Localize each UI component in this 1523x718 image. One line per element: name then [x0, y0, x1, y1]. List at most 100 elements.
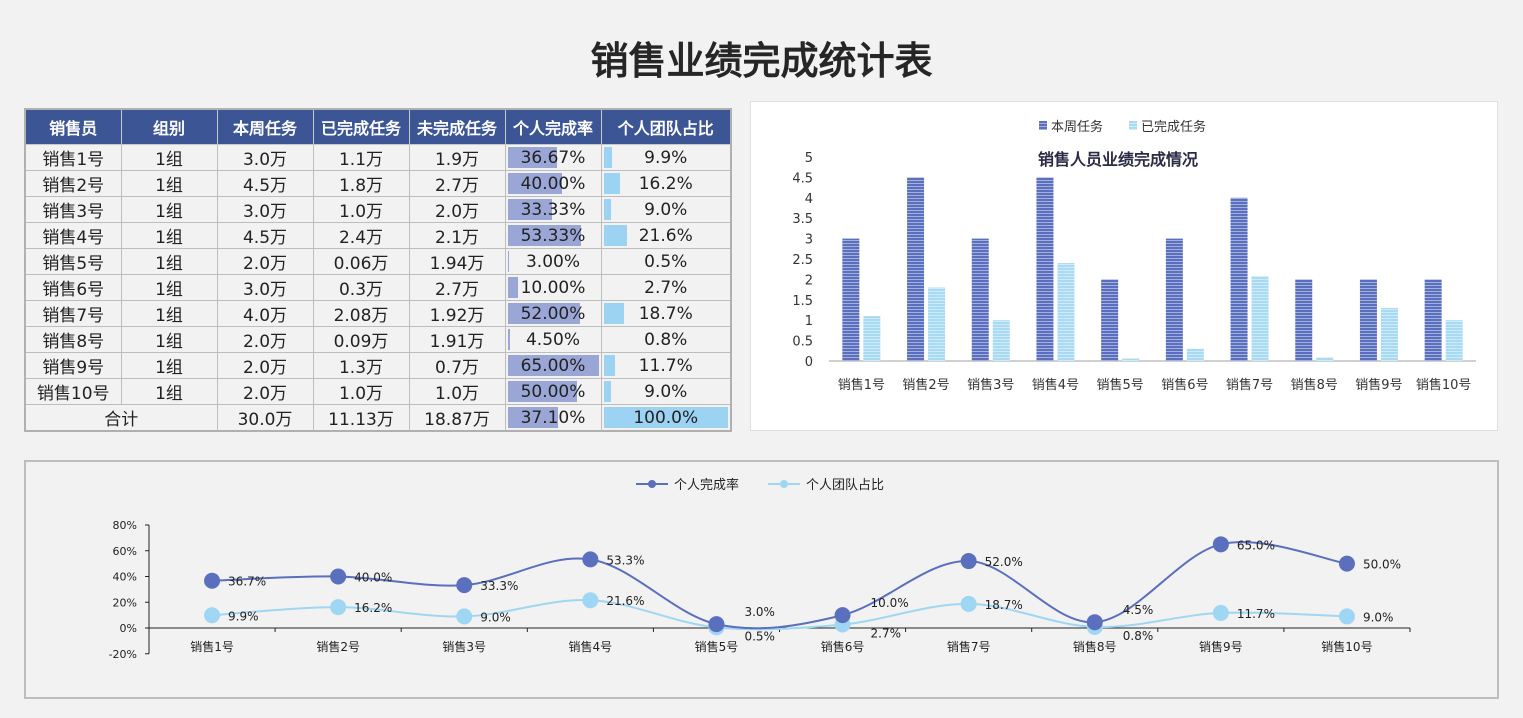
x-tick-label: 销售5号	[695, 639, 739, 654]
x-tick-label: 销售3号	[967, 377, 1014, 393]
cell-value: 100.0%	[633, 407, 699, 428]
table-cell: 18.87万	[408, 404, 506, 432]
page-title: 销售业绩完成统计表	[590, 39, 933, 83]
cell-value: 52.00%	[520, 303, 586, 324]
table-cell: 1.0万	[312, 378, 410, 405]
legend-label: 本周任务	[1051, 119, 1103, 135]
table-cell: 100.0%	[600, 404, 732, 432]
column-header: 个人团队占比	[600, 108, 732, 145]
cell-value: 2.0万	[242, 358, 288, 378]
bar-weekly-task	[1359, 279, 1377, 361]
share-data-bar	[603, 355, 615, 376]
data-label: 9.0%	[480, 610, 511, 624]
cell-value: 9.0%	[644, 199, 688, 220]
table-cell: 1.1万	[312, 144, 410, 171]
y-tick-label: 40%	[113, 571, 137, 584]
table-cell: 4.0万	[216, 300, 314, 327]
y-tick-label: 80%	[113, 519, 137, 532]
bar-completed	[1186, 348, 1204, 361]
column-header: 个人完成率	[504, 108, 602, 145]
data-label: 36.7%	[228, 575, 266, 589]
cell-value: 销售3号	[42, 202, 105, 222]
bar-weekly-task	[1101, 279, 1119, 361]
y-tick-label: 5	[805, 151, 813, 166]
table-cell: 3.00%	[504, 248, 602, 275]
legend-swatch	[1039, 121, 1047, 130]
cell-value: 0.7万	[434, 358, 480, 378]
x-tick-label: 销售2号	[902, 377, 949, 393]
x-tick-label: 销售6号	[821, 639, 865, 654]
table-cell: 2.0万	[216, 326, 314, 353]
cell-value: 9.9%	[644, 147, 688, 168]
cell-value: 1组	[155, 280, 183, 300]
table-row: 销售1号 1组 3.0万 1.1万 1.9万 36.67% 9.9%	[24, 144, 732, 171]
data-point	[708, 616, 725, 633]
table-row: 销售10号 1组 2.0万 1.0万 1.0万 50.00% 9.0%	[24, 378, 732, 405]
table-cell: 4.5万	[216, 222, 314, 249]
table-cell: 1.9万	[408, 144, 506, 171]
bar-weekly-task	[1424, 279, 1442, 361]
cell-value: 0.06万	[333, 254, 389, 274]
rate-data-bar	[507, 381, 577, 402]
y-tick-label: 4	[805, 192, 813, 207]
share-data-bar	[603, 147, 613, 168]
x-tick-label: 销售8号	[1073, 639, 1117, 654]
data-label: 18.7%	[985, 598, 1023, 612]
table-cell: 1组	[120, 170, 218, 197]
cell-value: 1组	[155, 384, 183, 404]
table-cell: 2.08万	[312, 300, 410, 327]
cell-value: 2.0万	[242, 384, 288, 404]
cell-value: 0.3万	[338, 280, 384, 300]
table-cell: 0.8%	[600, 326, 732, 353]
data-point	[1338, 555, 1355, 572]
column-header: 已完成任务	[312, 108, 410, 145]
table-cell: 11.7%	[600, 352, 732, 379]
data-point	[582, 551, 599, 568]
cell-value: 0.5%	[644, 251, 688, 272]
legend-label: 已完成任务	[1141, 119, 1206, 135]
table-row: 销售6号 1组 3.0万 0.3万 2.7万 10.00% 2.7%	[24, 274, 732, 301]
table-cell: 1组	[120, 222, 218, 249]
table-cell: 21.6%	[600, 222, 732, 249]
y-tick-label: -20%	[109, 648, 137, 661]
table-cell: 9.9%	[600, 144, 732, 171]
table-row: 销售3号 1组 3.0万 1.0万 2.0万 33.33% 9.0%	[24, 196, 732, 223]
table-cell: 36.67%	[504, 144, 602, 171]
cell-value: 1组	[155, 150, 183, 170]
table-cell: 1组	[120, 326, 218, 353]
cell-value: 2.0万	[434, 202, 480, 222]
cell-value: 2.0万	[242, 332, 288, 352]
cell-value: 3.0万	[242, 202, 288, 222]
cell-value: 1组	[155, 332, 183, 352]
table-cell: 销售1号	[24, 144, 122, 171]
cell-value: 37.10%	[520, 407, 586, 428]
cell-value: 3.0万	[242, 280, 288, 300]
cell-value: 50.00%	[520, 381, 586, 402]
data-label: 11.7%	[1237, 607, 1275, 621]
legend-marker	[780, 480, 788, 488]
y-tick-label: 1.5	[792, 294, 813, 309]
table-cell: 30.0万	[216, 404, 314, 432]
share-data-bar	[603, 173, 621, 194]
data-label: 65.0%	[1237, 538, 1275, 552]
y-tick-label: 4.5	[792, 171, 813, 186]
data-point	[204, 572, 221, 589]
cell-value: 2.0万	[242, 254, 288, 274]
cell-value: 53.33%	[520, 225, 586, 246]
table-cell: 0.09万	[312, 326, 410, 353]
x-tick-label: 销售9号	[1199, 639, 1243, 654]
table-cell: 1.0万	[408, 378, 506, 405]
table-cell: 销售6号	[24, 274, 122, 301]
table-cell: 65.00%	[504, 352, 602, 379]
table-cell: 37.10%	[504, 404, 602, 432]
rate-data-bar	[507, 199, 553, 220]
cell-value: 销售8号	[42, 332, 105, 352]
cell-value: 销售7号	[42, 306, 105, 326]
table-cell: 40.00%	[504, 170, 602, 197]
bar-weekly-task	[1230, 197, 1248, 361]
bar-completed	[1122, 358, 1140, 361]
cell-value: 销售2号	[42, 176, 105, 196]
cell-value: 1组	[155, 358, 183, 378]
bar-completed	[1380, 307, 1398, 361]
table-cell: 2.1万	[408, 222, 506, 249]
